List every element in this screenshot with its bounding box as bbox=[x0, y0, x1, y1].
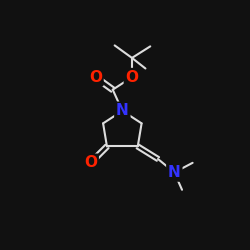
Text: O: O bbox=[126, 70, 138, 85]
Text: N: N bbox=[168, 165, 181, 180]
Text: O: O bbox=[89, 70, 102, 85]
Text: N: N bbox=[116, 103, 129, 118]
Text: O: O bbox=[84, 155, 97, 170]
